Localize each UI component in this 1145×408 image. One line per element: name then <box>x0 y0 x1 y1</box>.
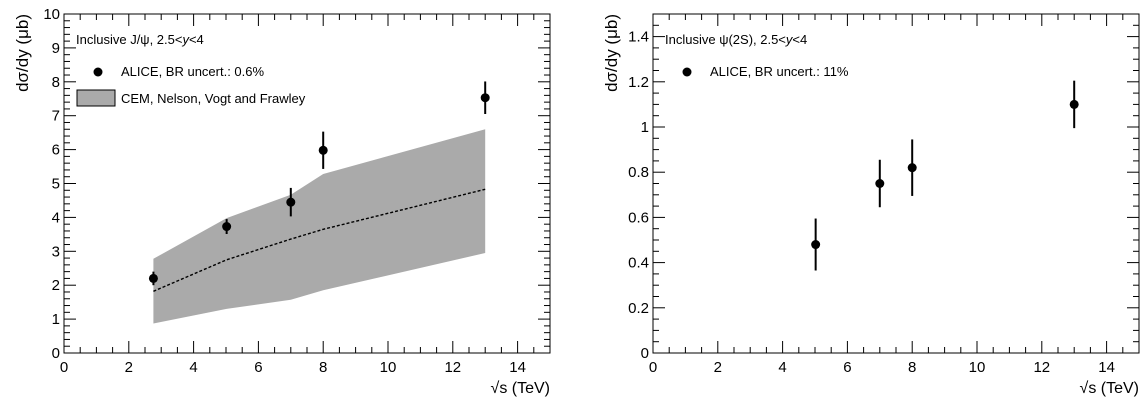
y-tick-label: 0 <box>52 345 60 362</box>
y-tick-label: 0.6 <box>628 209 649 226</box>
x-tick-label: 12 <box>444 359 461 376</box>
y-tick-label: 2 <box>52 277 60 294</box>
x-tick-label: 12 <box>1033 359 1050 376</box>
x-tick-label: 0 <box>649 359 657 376</box>
x-tick-label: 6 <box>843 359 851 376</box>
y-tick-label: 8 <box>52 74 60 91</box>
data-point <box>222 222 232 232</box>
y-tick-label: 9 <box>52 40 60 57</box>
legend-entry: ALICE, BR uncert.: 0.6% <box>121 64 265 79</box>
y-tick-label: 1.4 <box>628 29 649 46</box>
x-tick-label: 6 <box>254 359 262 376</box>
legend-marker-band <box>76 89 116 107</box>
x-tick-label: 14 <box>509 359 526 376</box>
y-tick-label: 5 <box>52 176 60 193</box>
data-point <box>148 273 158 283</box>
legend-entry: CEM, Nelson, Vogt and Frawley <box>121 91 306 106</box>
x-tick-label: 2 <box>125 359 133 376</box>
x-tick-label: 14 <box>1098 359 1115 376</box>
data-point <box>286 197 296 207</box>
model-central-line <box>153 188 486 292</box>
y-tick-label: 7 <box>52 108 60 125</box>
x-axis-label: √s (TeV) <box>491 380 550 397</box>
data-point <box>907 163 917 173</box>
model-band <box>153 129 486 324</box>
x-tick-label: 4 <box>189 359 197 376</box>
data-point <box>811 240 821 250</box>
x-tick-label: 4 <box>778 359 786 376</box>
chart-2: 0 2 4 6 8 10 12 14 0 0.2 0.4 0.6 0.8 1 1.2 1.4 √s (TeV) d… <box>602 13 1140 397</box>
y-tick-label: 0 <box>641 345 649 362</box>
y-axis-label: dσ/dy (μb) <box>13 14 32 92</box>
data-point <box>318 145 328 155</box>
y-tick-label: 0.2 <box>628 300 649 317</box>
data-point <box>480 93 490 103</box>
y-tick-label: 6 <box>52 142 60 159</box>
y-tick-label: 0.4 <box>628 255 649 272</box>
system-annotation: Inclusive J/ψ, 2.5<y<4 <box>76 32 204 47</box>
x-tick-label: 8 <box>319 359 327 376</box>
x-axis-label: √s (TeV) <box>1080 380 1139 397</box>
legend-entry: ALICE, BR uncert.: 11% <box>710 64 849 79</box>
data-point <box>1069 99 1079 109</box>
y-axis-label: dσ/dy (μb) <box>602 14 621 92</box>
y-tick-label: 10 <box>43 6 60 23</box>
legend-marker-point <box>93 67 103 77</box>
y-tick-label: 3 <box>52 243 60 260</box>
y-tick-label: 1 <box>52 311 60 328</box>
x-tick-label: 8 <box>908 359 916 376</box>
y-tick-label: 0.8 <box>628 164 649 181</box>
legend-marker-point <box>682 67 692 77</box>
x-tick-label: 2 <box>714 359 722 376</box>
system-annotation: Inclusive ψ(2S), 2.5<y<4 <box>665 32 807 47</box>
x-tick-label: 0 <box>60 359 68 376</box>
x-tick-label: 10 <box>969 359 986 376</box>
y-tick-label: 4 <box>52 209 60 226</box>
x-tick-label: 10 <box>380 359 397 376</box>
y-tick-label: 1.2 <box>628 74 649 91</box>
y-tick-label: 1 <box>641 119 649 136</box>
data-point <box>875 179 885 188</box>
